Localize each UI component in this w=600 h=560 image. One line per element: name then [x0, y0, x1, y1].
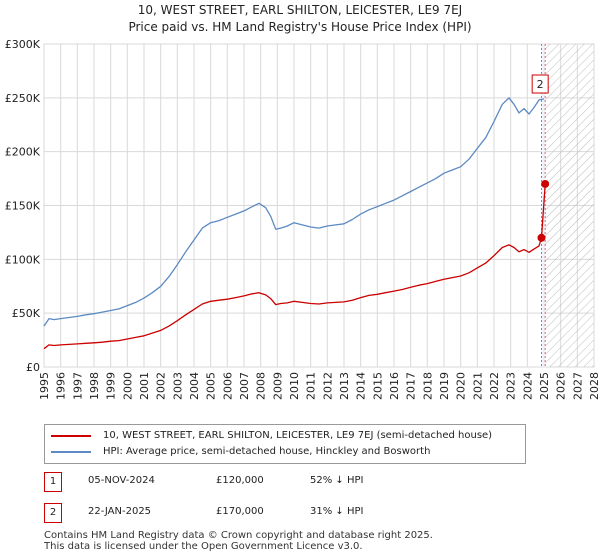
x-tick-label: 2018 [421, 372, 434, 400]
sale-marker-1 [537, 233, 546, 242]
x-tick-label: 2004 [188, 372, 201, 400]
x-tick-label: 2019 [438, 372, 451, 400]
sale-price-1: £120,000 [216, 475, 264, 486]
footer: Contains HM Land Registry data © Crown c… [44, 530, 433, 552]
annotation-badge-2 [531, 74, 549, 94]
x-tick-label: 2025 [538, 372, 551, 400]
x-tick-label: 2008 [255, 372, 268, 400]
x-axis-ticks: 1995 1996 1997 1998 1999 2000 2001 2002 2003 2004… [38, 372, 600, 400]
chart-title-line2: Price paid vs. HM Land Registry's House … [128, 20, 472, 34]
forecast-hatch-region [545, 44, 594, 367]
sale-date-2: 22-JAN-2025 [88, 506, 152, 517]
y-tick-label: £0 [26, 361, 40, 374]
hpi-series-line [43, 97, 545, 327]
x-tick-label: 1996 [55, 372, 68, 400]
x-tick-label: 1998 [88, 372, 101, 400]
x-tick-label: 2021 [471, 372, 484, 400]
sale-date-1: 05-NOV-2024 [88, 475, 155, 486]
legend-label-hpi: HPI: Average price, semi-detached house,… [103, 446, 431, 457]
legend-label-property: 10, WEST STREET, EARL SHILTON, LEICESTER… [103, 430, 493, 441]
y-tick-label: £100K [5, 253, 41, 266]
x-tick-label: 2017 [405, 372, 418, 400]
x-tick-label: 2013 [338, 372, 351, 400]
x-tick-label: 2022 [488, 372, 501, 400]
x-tick-label: 2003 [171, 372, 184, 400]
sale-hpi-diff-2: 31% ↓ HPI [310, 506, 364, 517]
sale-markers: 2 [531, 74, 550, 242]
legend-swatch-property [51, 435, 91, 437]
sale-badge-1: 1 [44, 472, 62, 492]
footer-licence: This data is licensed under the Open Gov… [44, 541, 363, 552]
x-tick-label: 2012 [321, 372, 334, 400]
x-tick-label: 2014 [355, 372, 368, 400]
chart-title: 10, WEST STREET, EARL SHILTON, LEICESTER… [0, 2, 600, 36]
x-tick-label: 2010 [288, 372, 301, 400]
sale-hpi-diff-1: 52% ↓ HPI [310, 475, 364, 486]
series-lines [43, 97, 546, 350]
x-tick-label: 2011 [305, 372, 318, 400]
legend-swatch-hpi [51, 451, 91, 453]
x-tick-label: 1997 [71, 372, 84, 400]
x-tick-label: 2024 [521, 372, 534, 400]
forecast-regions [541, 44, 594, 367]
x-tick-label: 1995 [38, 372, 51, 400]
x-tick-label: 2027 [571, 372, 584, 400]
x-tick-label: 2002 [155, 372, 168, 400]
x-tick-label: 2009 [271, 372, 284, 400]
x-tick-label: 2006 [221, 372, 234, 400]
y-tick-label: £150K [5, 200, 41, 213]
x-tick-label: 2016 [388, 372, 401, 400]
y-tick-label: £50K [12, 307, 41, 320]
y-tick-label: £250K [5, 92, 41, 105]
footer-copyright: Contains HM Land Registry data © Crown c… [44, 530, 433, 541]
y-tick-label: £200K [5, 146, 41, 159]
property-series-line [43, 183, 546, 350]
y-tick-label: £300K [5, 38, 41, 51]
chart-title-line1: 10, WEST STREET, EARL SHILTON, LEICESTER… [137, 3, 463, 17]
x-tick-label: 1999 [105, 372, 118, 400]
x-tick-label: 2001 [138, 372, 151, 400]
x-tick-label: 2005 [205, 372, 218, 400]
y-axis-ticks: £0 £50K £100K £150K £200K £250K £300K [5, 38, 41, 374]
x-tick-label: 2000 [121, 372, 134, 400]
x-tick-label: 2015 [371, 372, 384, 400]
sale-badge-2: 2 [44, 503, 62, 523]
sale-price-2: £170,000 [216, 506, 264, 517]
legend: 10, WEST STREET, EARL SHILTON, LEICESTER… [44, 424, 526, 464]
x-tick-label: 2007 [238, 372, 251, 400]
price-chart: 2 £0£50K£100K£150K£200K£250K£300K 1995 19… [5, 38, 600, 400]
x-tick-label: 2023 [505, 372, 518, 400]
x-tick-label: 2020 [455, 372, 468, 400]
x-tick-label: 2026 [555, 372, 568, 400]
sale-marker-2 [541, 179, 550, 188]
x-tick-label: 2028 [588, 372, 600, 400]
annotation-label-2: 2 [537, 78, 544, 91]
